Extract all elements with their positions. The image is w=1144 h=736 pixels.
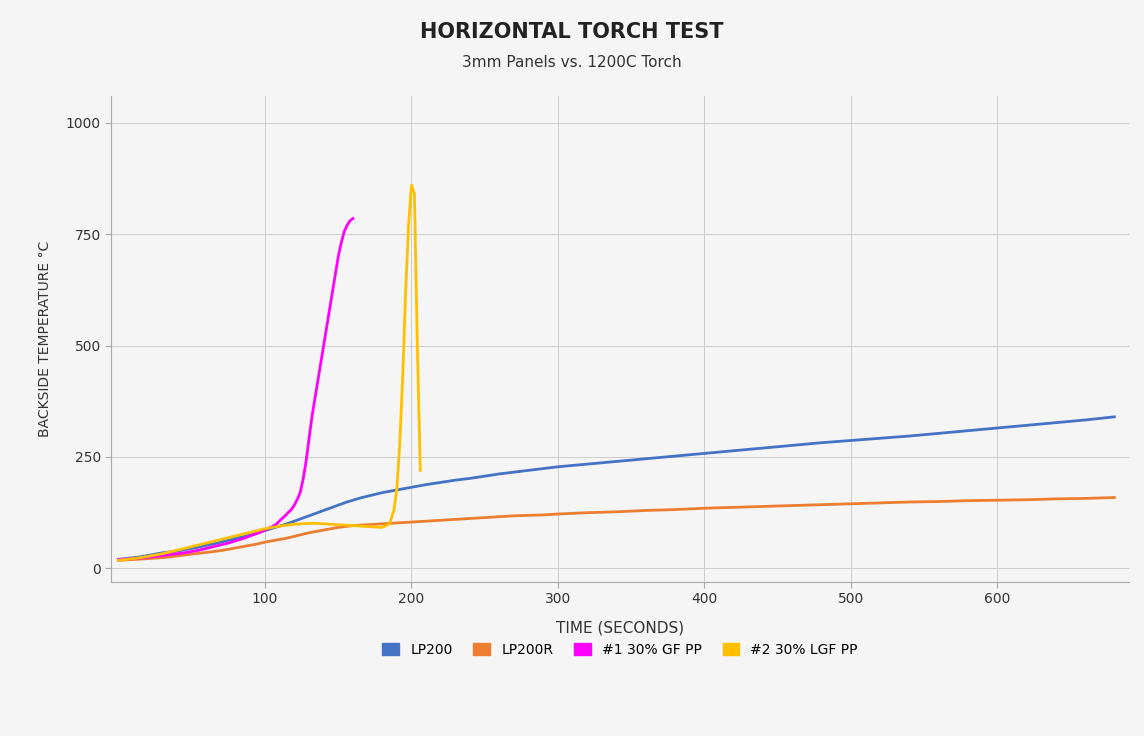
Text: HORIZONTAL TORCH TEST: HORIZONTAL TORCH TEST xyxy=(420,22,724,42)
Y-axis label: BACKSIDE TEMPERATURE °C: BACKSIDE TEMPERATURE °C xyxy=(38,241,51,437)
X-axis label: TIME (SECONDS): TIME (SECONDS) xyxy=(556,620,684,635)
Legend: LP200, LP200R, #1 30% GF PP, #2 30% LGF PP: LP200, LP200R, #1 30% GF PP, #2 30% LGF … xyxy=(376,637,864,662)
Text: 3mm Panels vs. 1200C Torch: 3mm Panels vs. 1200C Torch xyxy=(462,55,682,70)
